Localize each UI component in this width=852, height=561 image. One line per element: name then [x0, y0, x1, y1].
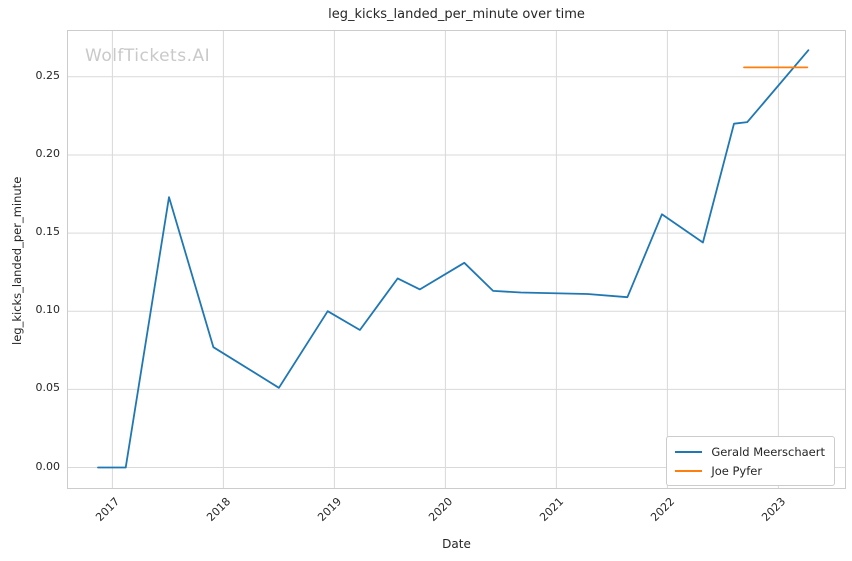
legend-line-swatch [675, 450, 703, 453]
plot-area: WolfTickets.AI Gerald Meerschaert Joe Pyf… [67, 30, 846, 489]
legend-label: Gerald Meerschaert [711, 444, 825, 459]
y-tick-label: 0.05 [35, 381, 61, 395]
legend-item-joe-pyfer: Joe Pyfer [675, 461, 825, 480]
y-tick-label: 0.20 [35, 146, 61, 160]
legend-line-swatch [675, 469, 703, 472]
y-tick-label: 0.15 [35, 225, 61, 239]
x-tick-label: 2021 [537, 495, 567, 524]
chart-title: leg_kicks_landed_per_minute over time [328, 7, 585, 22]
watermark: WolfTickets.AI [85, 46, 211, 66]
x-tick-label: 2018 [204, 495, 234, 524]
y-tick-label: 0.10 [35, 303, 61, 317]
x-tick-label: 2022 [648, 495, 678, 524]
x-tick-label: 2023 [759, 495, 789, 524]
x-tick-label: 2019 [315, 495, 345, 524]
gridlines [68, 31, 845, 488]
legend-item-gerald-meerschaert: Gerald Meerschaert [675, 442, 825, 461]
x-tick-label: 2020 [426, 495, 456, 524]
y-tick-label: 0.00 [35, 459, 61, 473]
x-tick-label: 2017 [93, 495, 123, 524]
y-axis-label: leg_kicks_landed_per_minute [10, 176, 24, 345]
legend-label: Joe Pyfer [711, 463, 763, 478]
chart-canvas [68, 31, 845, 488]
legend: Gerald Meerschaert Joe Pyfer [666, 436, 835, 486]
series-line-gerald-meerschaert [97, 49, 810, 469]
x-axis-label: Date [442, 537, 471, 551]
y-tick-label: 0.25 [35, 68, 61, 82]
